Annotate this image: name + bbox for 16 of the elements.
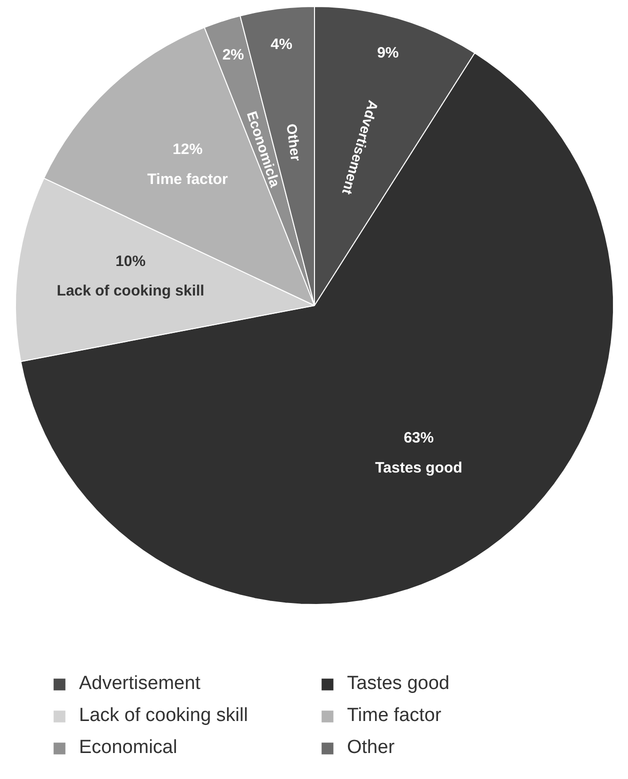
data-label: 2% <box>222 46 244 64</box>
legend-label: Tastes good <box>347 673 450 695</box>
data-label: 4% <box>270 36 292 53</box>
data-label: 63% <box>404 429 434 446</box>
data-label: 10% <box>116 252 146 270</box>
legend-label: Lack of cooking skill <box>79 705 249 727</box>
text: Lack of cooking skill <box>56 282 204 300</box>
legend-label: Economical <box>79 737 178 759</box>
data-label: 9% <box>377 44 399 62</box>
legend-label: Other <box>347 737 396 759</box>
text: Tastes good <box>375 459 462 476</box>
text: Time factor <box>147 170 228 188</box>
legend-label: Time factor <box>347 705 442 727</box>
text: Other <box>284 122 304 162</box>
data-label: 12% <box>172 140 203 158</box>
legend-label: Advertisement <box>79 673 202 695</box>
